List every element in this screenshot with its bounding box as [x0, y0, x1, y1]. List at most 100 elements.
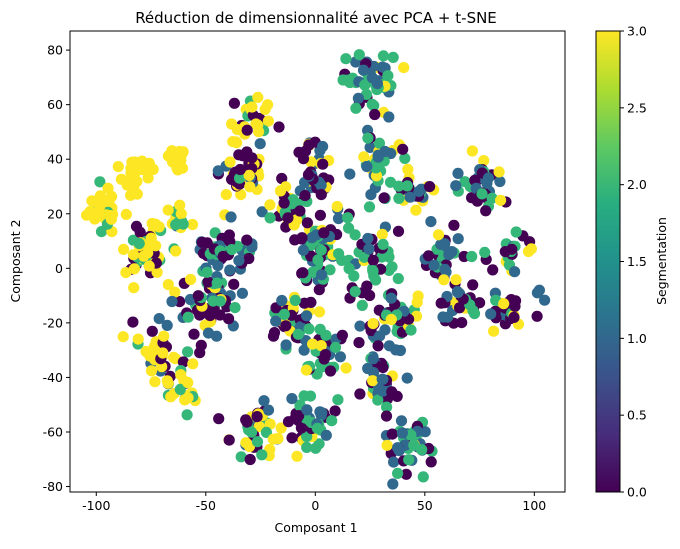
scatter-point	[340, 53, 352, 65]
colorbar-tick-label: 2.5	[627, 100, 647, 115]
scatter-point	[299, 190, 311, 202]
scatter-point	[354, 320, 366, 332]
scatter-point	[402, 163, 414, 175]
scatter-point	[149, 376, 161, 388]
scatter-point	[302, 169, 315, 181]
scatter-point	[131, 188, 143, 200]
scatter-point	[363, 201, 376, 213]
scatter-point	[392, 273, 404, 285]
x-tick-label: 100	[522, 498, 546, 513]
scatter-point	[326, 415, 338, 427]
scatter-point	[319, 349, 331, 361]
scatter-point	[234, 172, 246, 184]
scatter-point	[425, 456, 437, 468]
scatter-point	[241, 234, 253, 246]
scatter-point	[212, 259, 224, 272]
scatter-point	[448, 219, 460, 231]
scatter-point	[377, 373, 389, 385]
scatter-point	[278, 197, 290, 209]
scatter-point	[392, 225, 405, 237]
scatter-point	[314, 209, 326, 221]
colorbar-ticks: 0.0 0.5 1.0 1.5 2.0 2.5 3.0	[620, 24, 647, 500]
scatter-point	[340, 362, 352, 374]
scatter-point	[168, 351, 180, 363]
x-axis: -100 -50 0 50 100	[82, 492, 546, 513]
scatter-point	[358, 251, 370, 263]
scatter-point	[220, 189, 232, 201]
scatter-point	[362, 362, 374, 375]
scatter-point	[264, 199, 276, 211]
scatter-point	[267, 433, 279, 445]
scatter-point	[353, 49, 365, 61]
scatter-point	[260, 426, 272, 438]
scatter-point	[405, 429, 417, 441]
scatter-point	[305, 296, 317, 308]
chart-title: Réduction de dimensionnalité avec PCA + …	[135, 9, 497, 27]
scatter-point	[306, 232, 318, 244]
scatter-point	[397, 143, 409, 155]
colorbar-tick-label: 2.0	[627, 177, 647, 192]
scatter-point	[296, 232, 308, 244]
scatter-point	[333, 248, 345, 260]
scatter-point	[315, 189, 327, 201]
scatter-point	[359, 79, 371, 91]
scatter-point	[385, 313, 397, 326]
scatter-point	[376, 61, 389, 73]
scatter-point	[182, 311, 194, 323]
scatter-point	[169, 286, 181, 298]
scatter-point	[223, 434, 235, 446]
scatter-point	[439, 238, 451, 250]
scatter-point	[234, 163, 246, 176]
scatter-point	[246, 101, 258, 113]
scatter-point	[425, 216, 437, 228]
scatter-point	[334, 351, 346, 363]
scatter-point	[317, 140, 329, 153]
scatter-point	[370, 274, 382, 286]
scatter-point	[282, 416, 295, 428]
scatter-point	[393, 180, 405, 192]
scatter-point	[142, 247, 154, 259]
scatter-point	[267, 330, 280, 342]
scatter-point	[479, 246, 491, 258]
scatter-point	[365, 189, 377, 201]
scatter-point	[405, 324, 417, 336]
scatter-point	[273, 121, 285, 133]
scatter-point	[381, 439, 393, 451]
scatter-point	[86, 195, 98, 207]
scatter-point	[153, 313, 165, 325]
scatter-point	[315, 340, 327, 352]
scatter-point	[142, 172, 154, 184]
scatter-point	[252, 91, 264, 103]
scatter-point	[450, 274, 462, 286]
scatter-point	[403, 454, 415, 466]
scatter-point	[280, 221, 292, 233]
scatter-point	[367, 318, 379, 330]
scatter-point	[367, 254, 379, 266]
scatter-point	[192, 290, 204, 302]
scatter-point	[228, 97, 240, 109]
x-tick-label: 50	[417, 498, 433, 513]
scatter-point	[417, 471, 429, 483]
scatter-point	[381, 401, 393, 413]
scatter-point	[364, 141, 376, 153]
scatter-point	[313, 306, 326, 318]
scatter-point	[236, 287, 248, 299]
colorbar-tick-label: 3.0	[627, 24, 647, 39]
scatter-point	[170, 245, 182, 257]
scatter-point	[153, 221, 165, 233]
scatter-point	[157, 347, 169, 359]
scatter-point	[227, 136, 239, 148]
scatter-point	[493, 166, 505, 178]
scatter-point	[423, 250, 435, 262]
scatter-point	[298, 390, 310, 402]
scatter-point	[456, 317, 468, 329]
scatter-point	[487, 264, 499, 276]
scatter-point	[105, 213, 117, 225]
scatter-point	[120, 267, 132, 279]
scatter-point	[226, 244, 238, 256]
scatter-point	[401, 372, 413, 384]
scatter-point	[228, 278, 240, 290]
scatter-point	[467, 279, 479, 291]
scatter-point	[301, 310, 313, 322]
scatter-point	[364, 289, 376, 302]
